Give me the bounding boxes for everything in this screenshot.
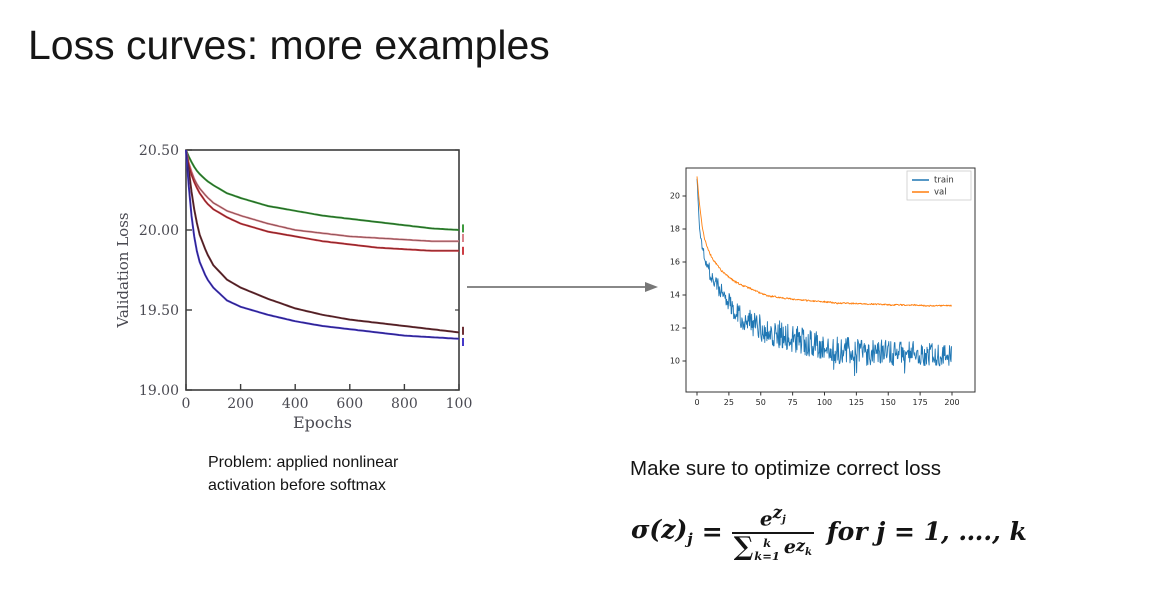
train-val-figure: 10 12 14 16 18 20 0 25 50 75 100 125 150 175 200 train v… (660, 150, 990, 420)
x-tick-label: 100 (817, 398, 832, 407)
blue-curve (185, 149, 460, 340)
plot-frame (685, 167, 976, 393)
dark-red-curve-outline (185, 149, 460, 333)
x-tick-label: 800 (391, 396, 418, 412)
formula-denominator: ∑ k k=1 e zk (733, 531, 812, 563)
y-tick-label: 20.50 (139, 143, 179, 159)
x-tick-label: 75 (788, 398, 798, 407)
plot-frame (185, 149, 460, 391)
x-tick-label: 600 (336, 396, 363, 412)
validation-loss-chart: 19.00 19.50 20.00 20.50 0 200 400 600 800 100 Epoc… (114, 143, 473, 432)
red-curve-outline (185, 149, 459, 252)
x-tick-label: 50 (756, 398, 766, 407)
slide-title: Loss curves: more examples (28, 22, 550, 68)
y-tick-label: 12 (670, 324, 680, 333)
x-tick-label: 150 (881, 398, 896, 407)
problem-note: Problem: applied nonlinear activation be… (208, 451, 398, 497)
formula-fraction: ezj ∑ k k=1 e zk (731, 502, 814, 563)
val-series-line (696, 176, 952, 307)
sum-icon: ∑ (733, 531, 754, 562)
blue-curve-outline (185, 149, 460, 340)
x-tick-label: 200 (227, 396, 254, 412)
y-tick-label: 19.50 (139, 303, 179, 319)
x-axis-label: Epochs (293, 413, 352, 432)
formula-equals: = (701, 517, 723, 547)
x-tick-label: 25 (724, 398, 734, 407)
formula-condition: for j = 1, …., k (826, 517, 1027, 547)
problem-note-line1: Problem: applied nonlinear (208, 454, 399, 471)
legend-box (906, 170, 972, 201)
green-curve-outline (185, 149, 460, 231)
y-tick-label: 10 (670, 357, 680, 366)
y-axis-label: Validation Loss (114, 212, 132, 328)
validation-loss-figure: 19.00 19.50 20.00 20.50 0 200 400 600 800 100 Epoc… (100, 130, 480, 445)
y-tick-label: 19.00 (139, 383, 179, 399)
y-tick-label: 20.00 (139, 223, 179, 239)
red-curve (185, 149, 459, 252)
formula-lhs: σ(z)j (631, 515, 693, 549)
x-tick-label: 175 (912, 398, 927, 407)
x-tick-label: 0 (182, 396, 191, 412)
fraction-bar (731, 531, 814, 535)
x-tick-label: 200 (944, 398, 959, 407)
x-tick-label: 0 (694, 398, 699, 407)
x-tick-label: 400 (282, 396, 309, 412)
formula-numerator: ezj (759, 502, 786, 531)
x-tick-label: 125 (849, 398, 864, 407)
arrow-right-icon (465, 277, 661, 297)
x-tick-label: 100 (446, 396, 473, 412)
pink-curve-outline (185, 149, 459, 242)
y-tick-label: 16 (670, 258, 680, 267)
legend-train-label: train (934, 176, 954, 186)
y-tick-label: 14 (670, 291, 680, 300)
y-tick-label: 20 (670, 192, 680, 201)
train-series-line (696, 178, 952, 377)
problem-note-line2: activation before softmax (208, 477, 386, 494)
legend-val-label: val (934, 188, 947, 198)
softmax-formula: σ(z)j = ezj ∑ k k=1 e zk for j = 1, …., k (631, 502, 1027, 563)
optimize-note: Make sure to optimize correct loss (630, 457, 942, 480)
y-tick-label: 18 (670, 225, 680, 234)
